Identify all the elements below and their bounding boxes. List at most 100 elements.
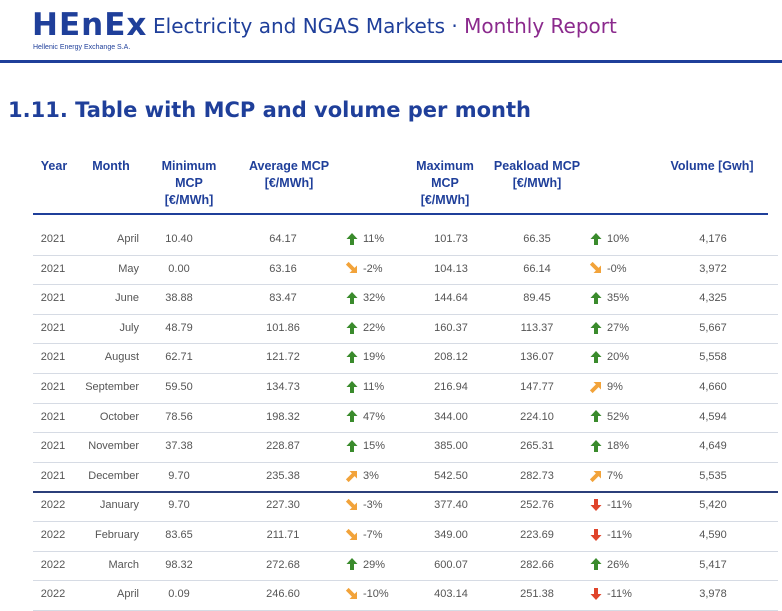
arrow-up-icon: [589, 380, 603, 394]
cell-avg-change: -3%: [345, 491, 405, 521]
cell-month: May: [118, 262, 139, 275]
cell-volume: 4,590: [699, 529, 727, 541]
cell-avg-mcp: 63.16: [269, 262, 297, 275]
col-header-min-mcp-line3: [€/MWh]: [164, 193, 214, 207]
cell-avg-change: 3%: [345, 462, 405, 492]
avg-change-value: 47%: [363, 410, 386, 423]
cell-max-mcp: 600.07: [434, 558, 468, 571]
cell-peak-change: -11%: [589, 580, 649, 610]
cell-avg-change: -2%: [345, 255, 405, 285]
arrow-up-icon: [345, 380, 359, 394]
cell-avg-mcp: 134.73: [266, 381, 300, 393]
cell-peakload-mcp: 89.45: [523, 292, 551, 305]
cell-peak-change: 26%: [589, 551, 649, 581]
arrow-up-icon: [345, 291, 359, 305]
arrow-down-icon: [345, 261, 359, 275]
avg-change-value: -10%: [363, 588, 389, 601]
table-header-divider: [33, 213, 768, 215]
col-header-min-mcp-line1: Minimum: [161, 159, 217, 173]
col-header-avg-mcp-line2: [€/MWh]: [264, 176, 314, 190]
arrow-down-icon: [589, 498, 603, 512]
cell-year: 2022: [40, 499, 66, 512]
table-row: 2021 September 59.50 134.73 11% 216.94 147.77 9…: [33, 373, 778, 404]
cell-avg-mcp: 228.87: [266, 440, 300, 453]
col-header-max-mcp-line1: Maximum: [416, 159, 474, 173]
table-row: 2021 May 0.00 63.16 -2% 104.13 66.14 -0% 3,972: [33, 255, 778, 286]
cell-peak-change: 10%: [589, 225, 649, 255]
cell-year: 2021: [40, 292, 66, 305]
cell-month: September: [85, 381, 139, 393]
cell-peakload-mcp: 66.35: [523, 233, 551, 245]
cell-avg-mcp: 83.47: [269, 292, 297, 305]
cell-avg-mcp: 227.30: [266, 499, 300, 512]
peak-change-value: 9%: [607, 381, 623, 393]
cell-avg-mcp: 101.86: [266, 321, 300, 334]
cell-year: 2021: [40, 262, 66, 275]
table-row: 2021 October 78.56 198.32 47% 344.00 224.10 52%…: [33, 403, 778, 434]
cell-avg-change: 32%: [345, 284, 405, 314]
table-row: 2021 June 38.88 83.47 32% 144.64 89.45 35% 4,325: [33, 284, 778, 315]
arrow-up-icon: [589, 232, 603, 246]
cell-min-mcp: 78.56: [165, 410, 193, 423]
arrow-up-icon: [345, 232, 359, 246]
cell-volume: 4,660: [699, 381, 727, 393]
arrow-up-icon: [345, 350, 359, 364]
section-title: 1.11. Table with MCP and volume per mont…: [8, 98, 531, 122]
cell-year: 2021: [40, 469, 66, 482]
header-title: Electricity and NGAS Markets · Monthly R…: [153, 14, 617, 38]
cell-min-mcp: 98.32: [165, 558, 193, 571]
table-row: 2021 April 10.40 64.17 11% 101.73 66.35 10% 4,17…: [33, 225, 778, 256]
cell-volume: 4,176: [699, 233, 727, 245]
peak-change-value: 26%: [607, 558, 630, 571]
table-row: 2022 April 0.09 246.60 -10% 403.14 251.38 -11% 3…: [33, 580, 778, 611]
cell-year: 2021: [40, 321, 66, 334]
col-header-peakload-line1: Peakload MCP: [493, 159, 581, 173]
cell-max-mcp: 344.00: [434, 410, 468, 423]
col-header-min-mcp: Minimum MCP [€/MWh]: [146, 158, 232, 209]
cell-peakload-mcp: 224.10: [520, 410, 554, 423]
col-header-max-mcp-line3: [€/MWh]: [420, 193, 470, 207]
cell-avg-change: 22%: [345, 314, 405, 344]
cell-peak-change: -11%: [589, 521, 649, 551]
cell-peak-change: 20%: [589, 343, 649, 373]
table-row: 2021 July 48.79 101.86 22% 160.37 113.37 27% 5,6…: [33, 314, 778, 345]
avg-change-value: 11%: [363, 381, 385, 393]
cell-year: 2021: [40, 440, 66, 453]
cell-avg-mcp: 198.32: [266, 410, 300, 423]
arrow-down-icon: [589, 587, 603, 601]
avg-change-value: -3%: [363, 499, 383, 512]
peak-change-value: 10%: [607, 233, 630, 245]
peak-change-value: -11%: [607, 529, 632, 541]
cell-min-mcp: 0.09: [168, 588, 190, 601]
avg-change-value: -2%: [363, 262, 383, 275]
col-header-max-mcp-line2: MCP: [431, 176, 459, 190]
cell-avg-change: 29%: [345, 551, 405, 581]
cell-avg-change: -10%: [345, 580, 405, 610]
cell-max-mcp: 160.37: [434, 321, 468, 334]
cell-min-mcp: 59.50: [165, 381, 193, 393]
col-header-avg-mcp-line1: Average MCP: [248, 159, 330, 173]
arrow-down-icon: [345, 498, 359, 512]
cell-max-mcp: 104.13: [434, 262, 468, 275]
cell-year: 2021: [40, 410, 66, 423]
cell-avg-change: 11%: [345, 225, 405, 255]
cell-peak-change: 7%: [589, 462, 649, 492]
table-row: 2021 November 37.38 228.87 15% 385.00 265.31 18…: [33, 432, 778, 463]
arrow-up-icon: [589, 409, 603, 423]
cell-max-mcp: 377.40: [434, 499, 468, 512]
cell-min-mcp: 83.65: [165, 529, 193, 541]
cell-min-mcp: 62.71: [165, 351, 193, 364]
cell-max-mcp: 101.73: [434, 233, 468, 245]
arrow-up-icon: [345, 469, 359, 483]
cell-month: April: [116, 233, 139, 245]
cell-avg-mcp: 235.38: [266, 469, 300, 482]
arrow-up-icon: [345, 557, 359, 571]
cell-volume: 5,420: [699, 499, 727, 512]
cell-peakload-mcp: 136.07: [520, 351, 554, 364]
col-header-avg-mcp: Average MCP [€/MWh]: [238, 158, 340, 192]
cell-max-mcp: 208.12: [434, 351, 468, 364]
table-row: 2021 December 9.70 235.38 3% 542.50 282.73 7% 5,…: [33, 462, 778, 494]
col-header-volume-line1: Volume [Gwh]: [670, 159, 754, 173]
cell-month: March: [108, 558, 139, 571]
table-row: 2022 March 98.32 272.68 29% 600.07 282.66 26% 5,…: [33, 551, 778, 582]
